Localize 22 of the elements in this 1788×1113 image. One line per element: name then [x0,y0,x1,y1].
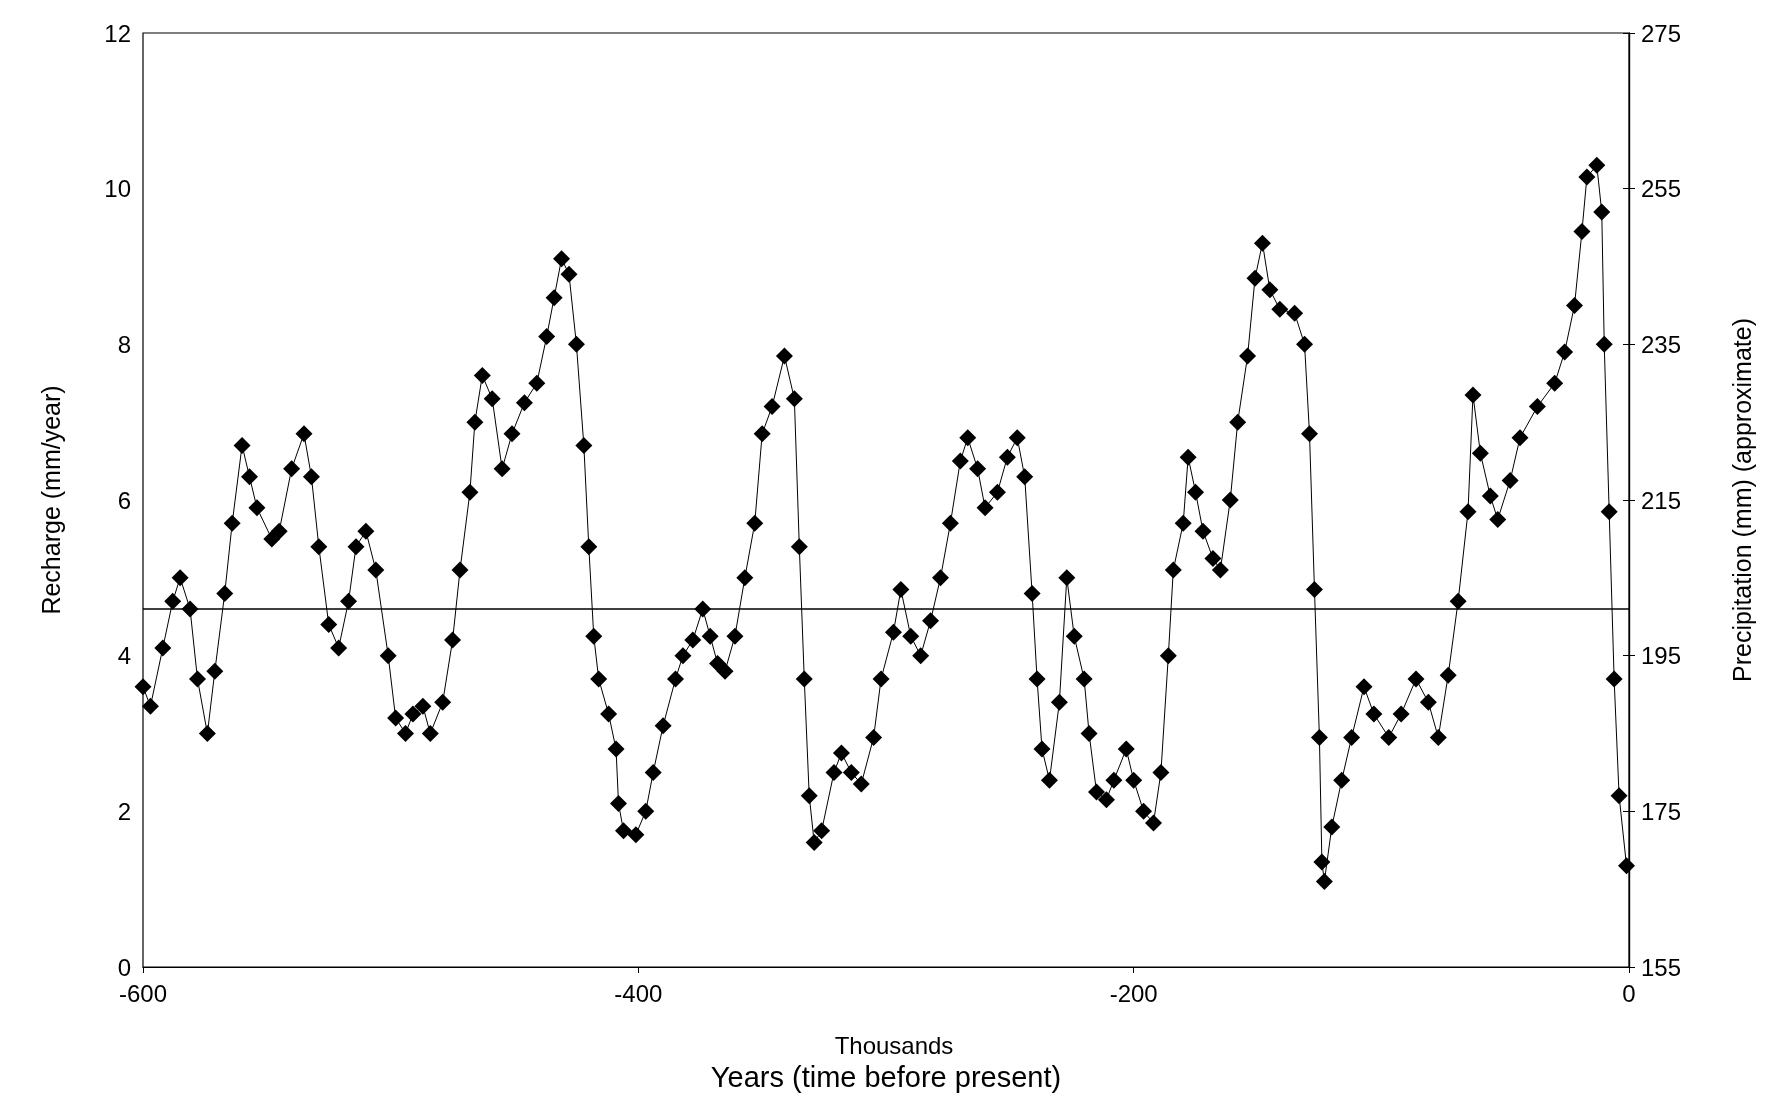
y2-tick-label: 175 [1641,797,1682,825]
y2-tick-label: 235 [1641,330,1682,358]
x-tick-label: 0 [1622,979,1636,1007]
y-tick-label: 10 [104,175,131,203]
y2-tick-label: 215 [1641,486,1682,514]
y-tick-label: 6 [117,486,131,514]
y2-tick-label: 275 [1641,19,1682,47]
x-tick-label: -400 [614,979,663,1007]
y2-tick-label: 255 [1641,175,1682,203]
y-tick-label: 12 [104,19,131,47]
x-axis-title: Years (time before present) [710,1060,1062,1093]
y2-tick-label: 155 [1641,953,1682,981]
y-tick-label: 0 [117,953,131,981]
x-tick-label: -600 [118,979,168,1007]
y-tick-label: 8 [117,330,131,358]
y-tick-label: 2 [117,797,131,825]
y2-axis-title: Precipitation (mm) (approximate) [1727,318,1756,682]
y2-tick-label: 195 [1641,642,1682,670]
y-tick-label: 4 [117,642,131,670]
text: Thousands [834,1031,954,1059]
y-axis-title: Recharge (mm/year) [36,385,65,615]
x-tick-label: -200 [1109,979,1158,1007]
